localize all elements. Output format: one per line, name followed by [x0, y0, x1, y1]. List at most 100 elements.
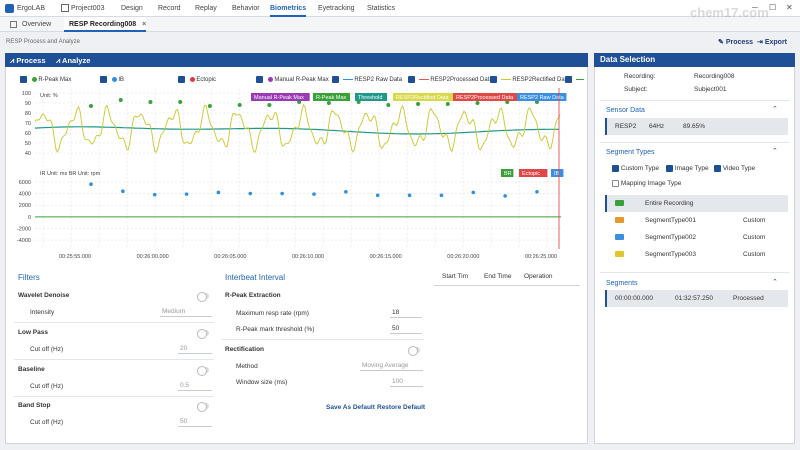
- lowpass-cutoff-input[interactable]: 20: [178, 343, 212, 354]
- tab-resp-recording[interactable]: RESP Recording008 ×: [64, 17, 146, 32]
- nav-replay[interactable]: Replay: [195, 5, 217, 12]
- legend-item-manual-rpeak[interactable]: Manual R-Peak Max: [256, 76, 329, 86]
- checkbox-icon[interactable]: [100, 76, 107, 83]
- segment-type-row[interactable]: SegmentType003 Custom: [605, 246, 788, 263]
- checkbox-icon[interactable]: [612, 180, 619, 187]
- ib-point[interactable]: [184, 192, 189, 196]
- process-button[interactable]: ✎ Process: [718, 39, 754, 46]
- export-button[interactable]: ⇥ Export: [757, 39, 787, 46]
- rpeak-marker[interactable]: [118, 98, 123, 102]
- legend-item-rpeak[interactable]: R-Peak Max: [20, 76, 71, 86]
- tab-close-icon[interactable]: ×: [142, 21, 147, 28]
- rpeak-marker[interactable]: [178, 100, 183, 104]
- checkbox-icon[interactable]: [20, 76, 27, 83]
- tab-overview[interactable]: Overview: [22, 21, 52, 28]
- rpeak-marker[interactable]: [445, 102, 450, 106]
- checkbox-icon[interactable]: [408, 76, 415, 83]
- checkbox-icon[interactable]: [332, 76, 339, 83]
- nav-design[interactable]: Design: [121, 5, 143, 12]
- save-default-button[interactable]: Save As Default: [326, 404, 375, 411]
- legend-item-ib[interactable]: IB: [100, 76, 124, 86]
- max-resp-input[interactable]: 18: [390, 307, 422, 318]
- project-name[interactable]: Project003: [71, 5, 105, 12]
- option-video-type[interactable]: Video Type: [714, 165, 755, 172]
- bandstop-cutoff-input[interactable]: 50: [178, 416, 212, 427]
- resp-chart[interactable]: 40 50 60 70 80 90 100 Unit: % -4000 -2000 0 2000 400…: [5, 86, 587, 262]
- rpeak-marker[interactable]: [237, 103, 242, 107]
- legend-item-ectopic[interactable]: Ectopic: [178, 76, 216, 86]
- ib-point[interactable]: [344, 190, 348, 194]
- ib-point[interactable]: [216, 190, 221, 195]
- ib-point[interactable]: [89, 182, 93, 187]
- rpeak-marker[interactable]: [89, 104, 93, 108]
- ib-point[interactable]: [535, 190, 539, 194]
- checkbox-icon[interactable]: [612, 165, 619, 172]
- ib-point[interactable]: [439, 193, 444, 198]
- maximize-icon[interactable]: ☐: [769, 3, 777, 12]
- ib-point[interactable]: [471, 190, 476, 195]
- checkbox-icon[interactable]: [565, 76, 572, 83]
- legend-item-raw[interactable]: RESP2 Raw Data: [332, 76, 402, 86]
- segment-row[interactable]: 00:00:00.000 01:32:57.250 Processed: [605, 290, 788, 307]
- legend-item-rectified[interactable]: RESP2Rectified Data: [490, 76, 570, 86]
- ib-point[interactable]: [375, 193, 380, 198]
- method-select[interactable]: Moving Average: [360, 360, 423, 371]
- intensity-select[interactable]: Medium: [160, 306, 212, 317]
- chevron-up-icon[interactable]: ⌃: [772, 106, 778, 113]
- option-mapping-image-type[interactable]: Mapping Image Type: [612, 180, 681, 187]
- ib-point[interactable]: [152, 192, 157, 197]
- rpeak-marker[interactable]: [148, 100, 153, 104]
- baseline-toggle[interactable]: [197, 366, 209, 376]
- ib-point[interactable]: [407, 193, 412, 198]
- rpeak-marker[interactable]: [326, 101, 331, 105]
- nav-statistics[interactable]: Statistics: [367, 5, 396, 12]
- badge-box: [517, 93, 567, 101]
- ib-point[interactable]: [121, 189, 125, 194]
- bandstop-toggle[interactable]: [197, 402, 209, 412]
- ib-point[interactable]: [312, 192, 316, 196]
- nav-biometrics[interactable]: Biometrics: [270, 0, 307, 17]
- segment-type-row[interactable]: SegmentType001 Custom: [605, 212, 788, 229]
- rpeak-marker[interactable]: [267, 103, 272, 107]
- app-name[interactable]: ErgoLAB: [17, 5, 46, 12]
- ib-point[interactable]: [280, 191, 284, 196]
- segment-type-row[interactable]: SegmentType002 Custom: [605, 229, 788, 246]
- close-icon[interactable]: ✕: [786, 3, 793, 12]
- tab-analyze[interactable]: ⩘ Analyze: [56, 56, 91, 65]
- tab-process[interactable]: ⩘ Process: [10, 56, 46, 65]
- rpeak-marker[interactable]: [416, 102, 421, 106]
- rpeak-marker[interactable]: [386, 103, 391, 107]
- window-select[interactable]: 100: [390, 376, 423, 387]
- ib-point[interactable]: [248, 191, 253, 196]
- option-custom-type[interactable]: Custom Type: [612, 165, 659, 172]
- segment-type-row[interactable]: Entire Recording: [605, 195, 788, 212]
- rpeak-marker[interactable]: [207, 104, 212, 108]
- nav-behavior[interactable]: Behavior: [232, 5, 260, 12]
- checkbox-icon[interactable]: [178, 76, 185, 83]
- nav-record[interactable]: Record: [158, 5, 181, 12]
- legend-item-more[interactable]: [565, 76, 584, 86]
- lowpass-toggle[interactable]: [197, 329, 209, 339]
- chevron-up-icon[interactable]: ⌃: [772, 148, 778, 155]
- checkbox-icon[interactable]: [714, 165, 721, 172]
- col-end-time[interactable]: End Time: [484, 273, 512, 280]
- rectification-toggle[interactable]: [408, 346, 420, 356]
- nav-eyetracking[interactable]: Eyetracking: [318, 5, 355, 12]
- sensor-row[interactable]: RESP2 64Hz 89.65%: [605, 118, 788, 135]
- wavelet-toggle[interactable]: [197, 292, 209, 302]
- restore-default-button[interactable]: Restore Default: [377, 404, 426, 411]
- col-operation[interactable]: Operation: [524, 273, 553, 280]
- rpeak-marker[interactable]: [475, 101, 480, 105]
- ib-point[interactable]: [503, 194, 507, 198]
- checkbox-icon[interactable]: [490, 76, 497, 83]
- minimize-icon[interactable]: ─: [752, 3, 758, 12]
- col-start-time[interactable]: Start Tim: [442, 273, 469, 280]
- home-icon[interactable]: [61, 4, 69, 12]
- option-image-type[interactable]: Image Type: [666, 165, 709, 172]
- checkbox-icon[interactable]: [256, 76, 263, 83]
- checkbox-icon[interactable]: [666, 165, 673, 172]
- baseline-cutoff-input[interactable]: 0.5: [178, 380, 212, 391]
- legend-item-processed[interactable]: RESP2Processed Data: [408, 76, 493, 86]
- chevron-up-icon[interactable]: ⌃: [772, 279, 778, 286]
- threshold-input[interactable]: 50: [390, 323, 422, 334]
